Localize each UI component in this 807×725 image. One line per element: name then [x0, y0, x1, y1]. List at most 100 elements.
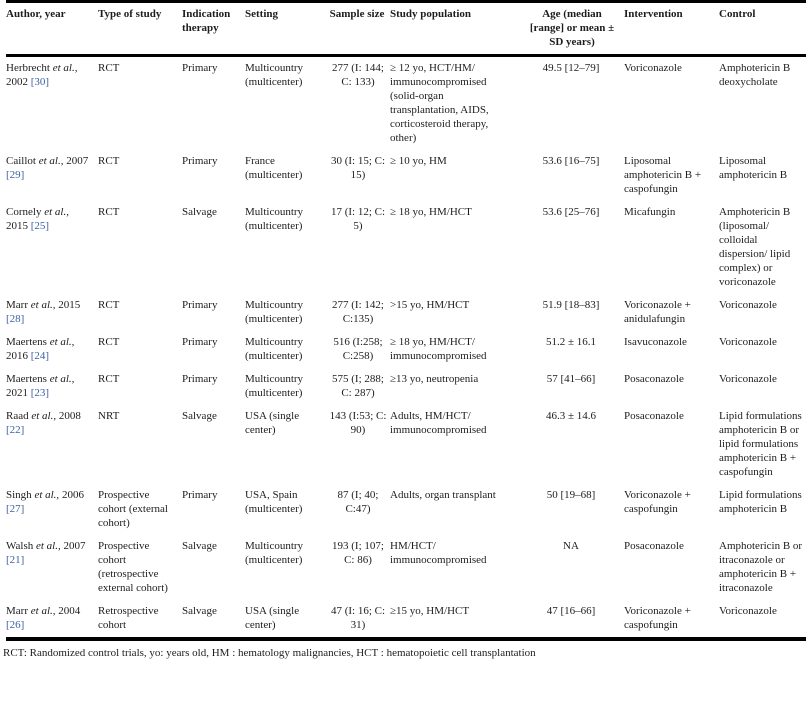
citation-link[interactable]: [28]: [6, 313, 25, 325]
citation-link[interactable]: [29]: [6, 169, 25, 181]
citation-link[interactable]: [30]: [30, 76, 50, 88]
age-cell: 47 [16–66]: [546, 605, 596, 617]
control-cell: Amphotericin B (liposomal/ colloidal dis…: [719, 206, 791, 288]
sample-size-cell: 277 (I: 144; C: 133): [332, 62, 384, 88]
author-name: Caillot: [6, 155, 36, 167]
control-cell: Liposomal amphotericin B: [719, 155, 788, 181]
col-header-age: Age (median [range] or mean ± SD years): [524, 1, 624, 57]
author-name: Maertens: [6, 373, 47, 385]
setting-cell: France (multicenter): [245, 155, 303, 181]
control-cell: Voriconazole: [719, 605, 777, 617]
population-cell: ≥ 18 yo, HM/HCT: [390, 206, 472, 218]
indication-cell: Salvage: [182, 206, 217, 218]
intervention-cell: Voriconazole + caspofungin: [624, 489, 691, 515]
header-row: Author, year Type of study Indication th…: [6, 1, 806, 57]
intervention-cell: Voriconazole + caspofungin: [624, 605, 691, 631]
setting-cell: Multicountry (multicenter): [245, 299, 304, 325]
author-etal: et al.,: [34, 489, 60, 501]
intervention-cell: Posaconazole: [624, 540, 684, 552]
author-year: 2006: [61, 489, 84, 501]
author-cell: Caillot et al., 2007 [29]: [6, 150, 98, 201]
age-cell: 50 [19–68]: [546, 489, 596, 501]
age-cell: 49.5 [12–79]: [542, 62, 600, 74]
author-name: Raad: [6, 410, 29, 422]
studies-table: Author, year Type of study Indication th…: [6, 0, 806, 641]
intervention-cell: Voriconazole: [624, 62, 682, 74]
age-cell: 53.6 [25–76]: [542, 206, 600, 218]
control-cell: Voriconazole: [719, 299, 777, 311]
control-cell: Amphotericin B or itraconazole or amphot…: [719, 540, 803, 594]
author-year: 2008: [58, 410, 81, 422]
author-cell: Marr et al., 2004 [26]: [6, 600, 98, 639]
intervention-cell: Liposomal amphotericin B + caspofungin: [624, 155, 702, 195]
indication-cell: Primary: [182, 489, 218, 501]
indication-cell: Primary: [182, 299, 218, 311]
sample-size-cell: 516 (I:258; C:258): [333, 336, 383, 362]
population-cell: ≥ 12 yo, HCT/HM/ immunocompromised (soli…: [390, 62, 489, 144]
author-etal: et al.,: [44, 206, 69, 218]
author-year: 2021: [6, 387, 28, 399]
setting-cell: USA (single center): [245, 605, 300, 631]
author-year: 2016: [6, 350, 28, 362]
author-cell: Cornely et al., 2015 [25]: [6, 201, 98, 294]
citation-link[interactable]: [26]: [6, 619, 25, 631]
author-year: 2007: [66, 155, 89, 167]
citation-link[interactable]: [24]: [30, 350, 50, 362]
table-row: Singh et al., 2006 [27] Prospective coho…: [6, 484, 806, 535]
intervention-cell: Isavuconazole: [624, 336, 687, 348]
author-name: Cornely: [6, 206, 42, 218]
author-name: Herbrecht: [6, 62, 50, 74]
intervention-cell: Posaconazole: [624, 410, 684, 422]
table-row: Marr et al., 2015 [28] RCT Primary Multi…: [6, 294, 806, 331]
indication-cell: Primary: [182, 155, 218, 167]
author-etal: et al.,: [38, 155, 64, 167]
indication-cell: Primary: [182, 62, 218, 74]
citation-link[interactable]: [25]: [30, 220, 50, 232]
author-cell: Raad et al., 2008 [22]: [6, 405, 98, 484]
sample-size-cell: 87 (I; 40; C:47): [337, 489, 379, 515]
author-etal: et al.,: [49, 373, 75, 385]
table-row: Raad et al., 2008 [22] NRT Salvage USA (…: [6, 405, 806, 484]
author-name: Maertens: [6, 336, 47, 348]
type-cell: Retrospective cohort: [98, 605, 159, 631]
setting-cell: Multicountry (multicenter): [245, 336, 304, 362]
control-cell: Voriconazole: [719, 336, 777, 348]
author-year: 2004: [58, 605, 81, 617]
type-cell: RCT: [98, 299, 120, 311]
col-header-setting: Setting: [245, 1, 328, 57]
intervention-cell: Posaconazole: [624, 373, 684, 385]
citation-link[interactable]: [23]: [30, 387, 50, 399]
col-header-type-of-study: Type of study: [98, 1, 182, 57]
col-header-intervention: Intervention: [624, 1, 719, 57]
type-cell: Prospective cohort (external cohort): [98, 489, 168, 529]
author-etal: et al.,: [35, 540, 61, 552]
abbreviations-footnote: RCT: Randomized control trials, yo: year…: [3, 647, 536, 659]
indication-cell: Primary: [182, 373, 218, 385]
setting-cell: USA (single center): [245, 410, 300, 436]
author-year: 2015: [6, 220, 28, 232]
author-etal: et al.,: [30, 299, 56, 311]
author-etal: et al.,: [31, 410, 57, 422]
citation-link[interactable]: [27]: [6, 503, 25, 515]
control-cell: Lipid formulations amphotericin B: [719, 489, 802, 515]
author-name: Marr: [6, 605, 28, 617]
author-cell: Maertens et al., 2016 [24]: [6, 331, 98, 368]
population-cell: ≥13 yo, neutropenia: [390, 373, 479, 385]
citation-link[interactable]: [21]: [6, 554, 25, 566]
table-row: Marr et al., 2004 [26] Retrospective coh…: [6, 600, 806, 639]
population-cell: Adults, organ transplant: [390, 489, 496, 501]
control-cell: Lipid formulations amphotericin B or lip…: [719, 410, 802, 478]
author-cell: Walsh et al., 2007 [21]: [6, 535, 98, 600]
sample-size-cell: 17 (I: 12; C: 5): [330, 206, 386, 232]
population-cell: Adults, HM/HCT/ immunocompromised: [390, 410, 487, 436]
author-year: 2015: [58, 299, 81, 311]
author-name: Singh: [6, 489, 32, 501]
type-cell: RCT: [98, 62, 120, 74]
indication-cell: Salvage: [182, 605, 217, 617]
intervention-cell: Voriconazole + anidulafungin: [624, 299, 691, 325]
citation-link[interactable]: [22]: [6, 424, 25, 436]
age-cell: 51.2 ± 16.1: [545, 336, 597, 348]
age-cell: 57 [41–66]: [546, 373, 596, 385]
population-cell: ≥ 10 yo, HM: [390, 155, 447, 167]
author-etal: et al.,: [49, 336, 75, 348]
